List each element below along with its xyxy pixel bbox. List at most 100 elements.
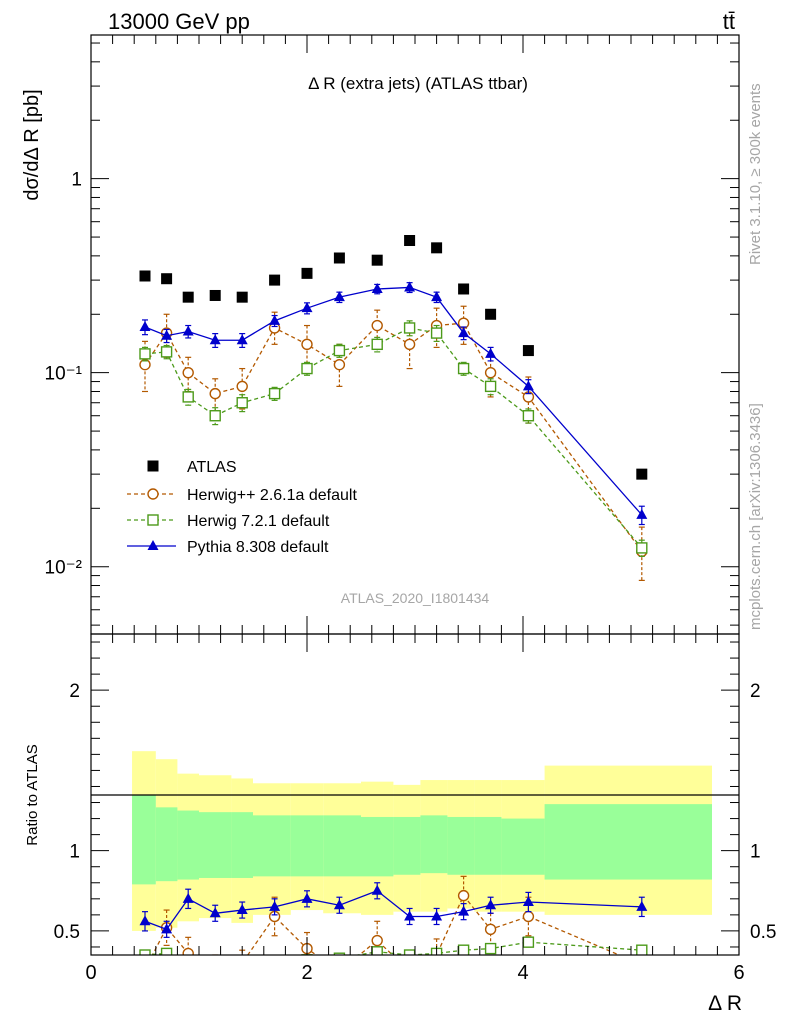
- y-tick-label: 2: [69, 681, 80, 702]
- x-tick-label: 4: [517, 962, 528, 984]
- analysis-watermark: ATLAS_2020_I1801434: [341, 590, 490, 606]
- main-herwig-2-6-1a-default-point: [209, 387, 221, 400]
- ratio-band-green: [544, 804, 712, 880]
- legend-label: Herwig++ 2.6.1a default: [187, 487, 357, 504]
- main-herwig-2-6-1a-default-point: [371, 319, 383, 332]
- ratio-herwig-2-6-1a-default-point: [405, 966, 415, 976]
- ratio-band-green: [199, 812, 232, 878]
- ratio-herwig-7-2-1-default-point: [457, 944, 470, 955]
- main-herwig-7-2-1-default-point: [457, 362, 470, 375]
- main-pythia-8-308-default-point: [458, 327, 470, 338]
- x-tick-label: 6: [733, 962, 744, 984]
- x-tick-label: 0: [85, 962, 96, 984]
- legend-marker: [147, 460, 159, 472]
- ratio-pythia-8-308-default-point: [404, 910, 416, 921]
- ratio-y-axis-label: Ratio to ATLAS: [24, 744, 41, 845]
- ratio-herwig-2-6-1a-default-point: [237, 958, 247, 968]
- energy-label: 13000 GeV pp: [108, 9, 250, 34]
- y-tick-label-right: 1: [750, 842, 761, 863]
- main-pythia-8-308-default-point: [301, 302, 313, 313]
- main-atlas-point: [333, 252, 345, 264]
- legend-marker: [147, 514, 159, 526]
- ratio-pythia-8-308-default-point: [139, 915, 151, 926]
- ratio-pythia-8-308-default-point: [209, 907, 221, 918]
- legend-item-herwig-2-6-1a-default: Herwig++ 2.6.1a default: [127, 487, 357, 504]
- legend: ATLAS Herwig++ 2.6.1a default Herwig 7.2.1…: [127, 459, 357, 556]
- y-tick-label: 0.5: [54, 922, 80, 943]
- ratio-pythia-8-308-default-point: [371, 884, 383, 895]
- ratio-band-green: [155, 807, 178, 882]
- y-tick-label: 1: [69, 842, 80, 863]
- main-atlas-point: [404, 235, 416, 247]
- ratio-herwig-7-2-1-default-point: [484, 942, 497, 955]
- ratio-herwig-7-2-1-default-point: [160, 947, 173, 955]
- main-atlas-point: [636, 468, 648, 480]
- x-tick-label: 2: [301, 962, 312, 984]
- ratio-band-green: [177, 810, 199, 880]
- ratio-pythia-8-308-default-point: [161, 923, 173, 934]
- mcplots-label: mcplots.cern.ch [arXiv:1306.3436]: [747, 403, 764, 630]
- ratio-herwig-7-2-1-default-point: [183, 958, 193, 968]
- y-tick-label: 10⁻²: [45, 558, 83, 579]
- main-herwig-7-2-1-default-point: [333, 344, 346, 357]
- main-y-axis-label: dσ/dΔ R [pb]: [21, 89, 43, 200]
- main-herwig-7-2-1-default-point: [236, 397, 248, 409]
- main-herwig-2-6-1a-default-point: [301, 338, 313, 351]
- main-atlas-point: [301, 267, 313, 279]
- ratio-herwig-7-2-1-default-point: [522, 936, 535, 948]
- main-plot-title: Δ R (extra jets) (ATLAS ttbar): [308, 74, 528, 93]
- process-label: tt̄: [723, 9, 735, 34]
- ratio-herwig-2-6-1a-default-point: [522, 910, 535, 923]
- main-herwig-7-2-1-default-point: [371, 338, 383, 351]
- ratio-band-green: [253, 815, 291, 877]
- ratio-band-green: [447, 816, 475, 875]
- ratio-band-green: [290, 815, 324, 877]
- main-pythia-8-308-default-point: [431, 291, 443, 302]
- ratio-herwig-7-2-1-default-point: [333, 952, 346, 955]
- legend-item-atlas: ATLAS: [147, 459, 237, 476]
- ratio-band-green: [132, 794, 156, 885]
- ratio-herwig-7-2-1-default-point: [636, 944, 648, 955]
- main-pythia-8-308-default-point: [269, 314, 281, 325]
- axis-ticks: 0 2 4 6 10⁻² 10⁻¹ 1 0.5 0.5 1 1 2 2: [45, 35, 776, 984]
- ratio-pythia-8-308-default-point: [485, 899, 497, 910]
- ratio-band-green: [393, 816, 421, 875]
- main-pythia-8-308-default-point: [139, 320, 151, 331]
- ratio-pythia-8-308-default-point: [236, 904, 248, 915]
- ratio-herwig-2-6-1a-default-point: [210, 961, 220, 971]
- main-herwig-2-6-1a-default-line: [144, 322, 643, 552]
- main-pythia-8-308-default-point: [182, 325, 194, 336]
- ratio-herwig-2-6-1a-default-line: [151, 894, 621, 955]
- ratio-herwig-2-6-1a-default-point: [371, 934, 383, 947]
- ratio-band-green: [231, 812, 253, 878]
- main-herwig-7-2-1-default-point: [209, 410, 221, 422]
- main-herwig-7-2-1-default-point: [160, 346, 173, 358]
- legend-marker: [147, 540, 159, 550]
- main-herwig-7-2-1-default-point: [484, 380, 497, 393]
- ratio-herwig-7-2-1-default-point: [237, 961, 247, 971]
- ratio-pythia-8-308-default-point: [458, 905, 470, 916]
- ratio-pythia-8-308-default-point: [333, 899, 345, 910]
- ratio-pythia-8-308-default-point: [269, 900, 281, 911]
- legend-item-pythia-8-308-default: Pythia 8.308 default: [127, 539, 329, 556]
- ratio-band-green: [361, 816, 394, 877]
- ratio-pythia-8-308-default-point: [301, 892, 313, 903]
- main-herwig-2-6-1a-default-point: [403, 338, 416, 351]
- main-atlas-point: [485, 308, 497, 320]
- ratio-pythia-8-308-default-point: [431, 910, 443, 921]
- ratio-herwig-7-2-1-default-line: [144, 941, 642, 955]
- svg-text:dσ/dΔ R [pb]: dσ/dΔ R [pb]: [21, 89, 43, 200]
- main-herwig-2-6-1a-default-point: [182, 366, 194, 379]
- main-pythia-8-308-default-point: [209, 334, 221, 345]
- y-tick-label: 1: [71, 170, 82, 191]
- ratio-herwig-2-6-1a-default-point: [637, 960, 647, 970]
- ratio-pythia-8-308-default-point: [636, 900, 648, 911]
- ratio-herwig-2-6-1a-default-point: [334, 966, 344, 976]
- main-pythia-8-308-default-point: [636, 508, 648, 519]
- y-tick-label-right: 0.5: [750, 922, 776, 943]
- ratio-band-green: [323, 815, 361, 877]
- main-pythia-8-308-default-point: [404, 281, 416, 292]
- ratio-band-green: [420, 815, 448, 874]
- main-herwig-2-6-1a-default-point: [484, 366, 497, 379]
